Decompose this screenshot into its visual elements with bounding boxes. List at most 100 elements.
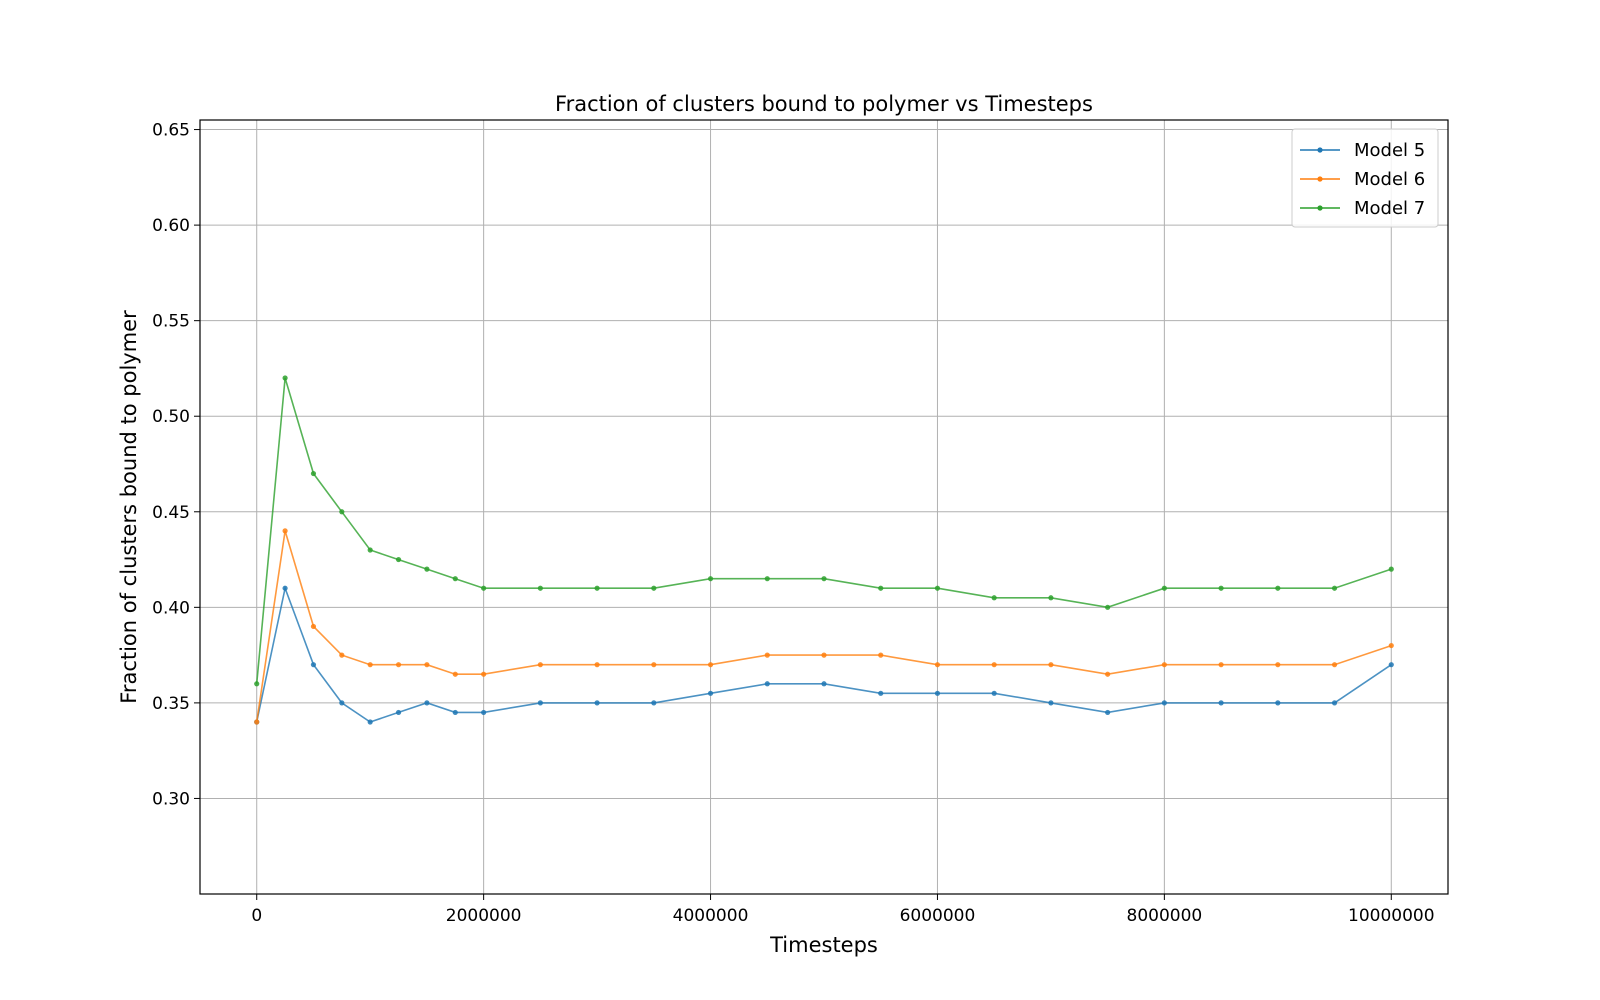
legend-swatch-marker (1317, 147, 1323, 153)
data-point (1105, 604, 1111, 610)
data-point (481, 671, 487, 677)
data-point (594, 585, 600, 591)
data-point (481, 585, 487, 591)
data-point (707, 690, 714, 696)
data-point (1218, 700, 1224, 706)
data-point (821, 681, 827, 687)
data-point (1275, 700, 1281, 706)
data-point (1218, 585, 1224, 591)
y-tick-label: 0.45 (152, 503, 190, 523)
data-point (424, 700, 430, 706)
data-point (424, 662, 430, 668)
data-point (339, 652, 345, 658)
data-point (1388, 566, 1394, 572)
data-point (481, 709, 487, 716)
data-point (339, 509, 345, 515)
series-1 (254, 585, 1394, 725)
data-point (1105, 709, 1111, 716)
y-axis: 0.30 0.35 0.40 0.45 0.50 0.55 0.60 0.65 (152, 121, 200, 809)
data-point (424, 566, 430, 572)
data-point (537, 662, 543, 668)
data-point (934, 585, 941, 591)
data-point (367, 662, 373, 668)
data-point (934, 662, 941, 668)
data-point (878, 652, 884, 658)
x-tick-label: 2000000 (446, 906, 522, 926)
data-point (1331, 662, 1338, 668)
data-point (452, 671, 458, 677)
data-point (878, 585, 884, 591)
data-point (537, 700, 543, 706)
data-point (1218, 662, 1224, 668)
data-point (594, 700, 600, 706)
data-point (339, 700, 345, 706)
grid (200, 120, 1448, 894)
data-point (395, 709, 402, 716)
legend-label: Model 6 (1354, 169, 1425, 190)
chart-title: Fraction of clusters bound to polymer vs… (555, 92, 1093, 116)
plot-frame (199, 119, 1449, 895)
data-point (1388, 662, 1394, 668)
data-point (1161, 585, 1167, 591)
y-tick-label: 0.40 (152, 598, 190, 618)
y-tick-label: 0.65 (152, 121, 190, 141)
legend-frame (1291, 128, 1439, 228)
legend-swatch-marker (1317, 205, 1323, 211)
data-point (282, 585, 288, 591)
data-point (1388, 642, 1394, 649)
data-point (707, 576, 714, 582)
data-point (764, 681, 770, 687)
y-tick-label: 0.35 (152, 694, 190, 714)
data-point (367, 547, 373, 553)
data-point (1048, 700, 1054, 706)
data-point (282, 375, 288, 381)
data-point (254, 719, 260, 725)
data-point (1331, 585, 1338, 591)
y-tick-label: 0.55 (152, 312, 190, 332)
y-axis-label: Fraction of clusters bound to polymer (117, 310, 141, 704)
data-point (991, 690, 997, 696)
data-point (452, 709, 458, 716)
plot-area (254, 375, 1394, 725)
data-point (594, 662, 600, 668)
y-tick-label: 0.50 (152, 407, 190, 427)
data-point (821, 576, 827, 582)
data-point (310, 662, 317, 668)
x-tick-label: 0 (251, 906, 262, 926)
data-point (651, 662, 657, 668)
data-point (1105, 671, 1111, 677)
legend-swatch-marker (1317, 176, 1323, 182)
data-point (934, 690, 941, 696)
legend-label: Model 5 (1354, 140, 1425, 161)
data-point (1048, 595, 1054, 601)
data-point (395, 662, 402, 668)
legend-item: Model 5 (1300, 140, 1425, 161)
data-point (991, 662, 997, 668)
data-point (1161, 662, 1167, 668)
data-point (254, 681, 260, 687)
x-axis-label: Timesteps (769, 933, 878, 957)
data-point (764, 652, 770, 658)
data-point (1048, 662, 1054, 668)
x-tick-label: 4000000 (673, 906, 749, 926)
x-tick-label: 8000000 (1127, 906, 1203, 926)
data-point (991, 595, 997, 601)
y-tick-label: 0.60 (152, 216, 190, 236)
data-point (1275, 585, 1281, 591)
data-point (764, 576, 770, 582)
data-point (1331, 700, 1338, 706)
data-point (367, 719, 373, 725)
legend: Model 5 Model 6 Model 7 (1291, 128, 1439, 228)
legend-item: Model 7 (1300, 198, 1425, 219)
y-tick-label: 0.30 (152, 789, 190, 809)
x-tick-label: 6000000 (900, 906, 976, 926)
legend-label: Model 7 (1354, 198, 1425, 219)
x-axis: 0 2000000 4000000 6000000 8000000 10000000 (251, 894, 1435, 926)
data-point (537, 585, 543, 591)
legend-item: Model 6 (1300, 169, 1425, 190)
data-point (651, 700, 657, 706)
data-point (821, 652, 827, 658)
data-point (310, 623, 317, 630)
x-tick-label: 10000000 (1348, 906, 1435, 926)
series-2 (254, 528, 1394, 725)
